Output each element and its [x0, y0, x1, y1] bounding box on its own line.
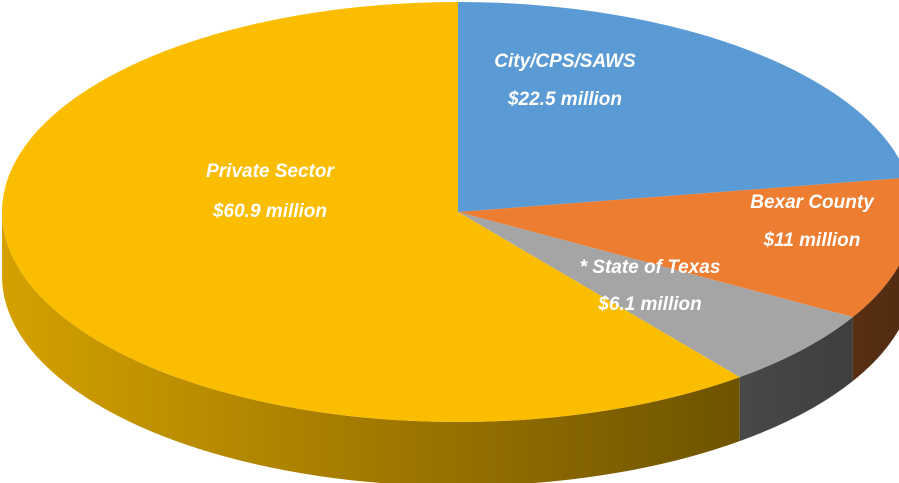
slice-side: [2, 212, 740, 483]
slice-label: City/CPS/SAWS: [494, 51, 636, 72]
pie-labels: City/CPS/SAWS $22.5 million Bexar County $1…: [206, 51, 875, 315]
slice-label: * State of Texas: [580, 257, 721, 278]
pie-sides: [2, 212, 899, 483]
slice: [2, 2, 740, 422]
slice-side: [852, 265, 899, 381]
slice-value-label: $6.1 million: [597, 294, 701, 315]
slice-value-label: $22.5 million: [507, 89, 622, 110]
slice-label: Private Sector: [206, 161, 335, 182]
pie-tops: [2, 2, 899, 422]
slice-label: Bexar County: [750, 192, 875, 213]
slice-side: [739, 317, 853, 442]
slice: [458, 2, 899, 212]
slice: [458, 178, 899, 317]
slice-value-label: $11 million: [763, 230, 861, 251]
slice-value-label: $60.9 million: [212, 201, 327, 222]
slice: [458, 212, 853, 378]
